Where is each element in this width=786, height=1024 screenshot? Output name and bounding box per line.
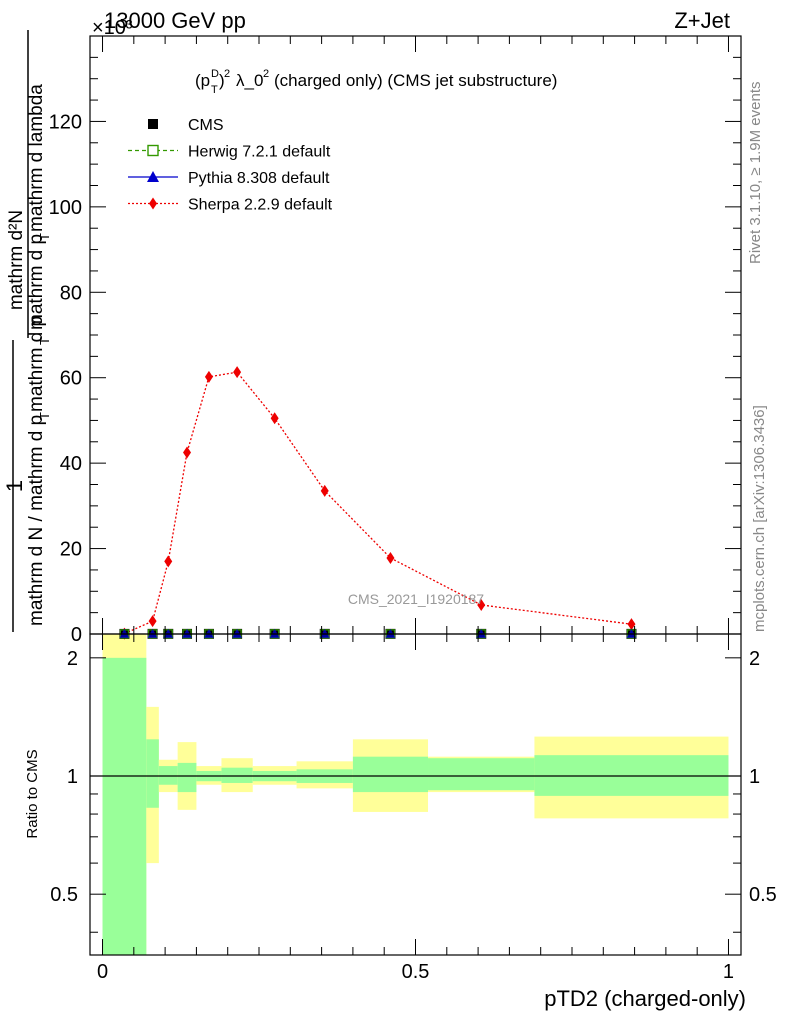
sherpa-point-6 — [270, 412, 279, 425]
sherpa-point-1 — [148, 615, 157, 628]
main-ytick-label-80: 80 — [60, 282, 82, 304]
ratio-inner-band-8 — [352, 756, 429, 793]
sherpa-point-2 — [164, 555, 173, 568]
ylabel-prefix: 1 — [2, 480, 27, 492]
legend-label-2: Pythia 8.308 default — [188, 170, 330, 187]
ylabel-sub-t3: T — [37, 233, 52, 241]
plot-title: (p D T ) 2 λ_0 2 (charged only) (CMS jet… — [195, 68, 557, 96]
xtick-label-0: 0 — [97, 961, 108, 983]
ratio-ytick-label-right-2: 2 — [749, 648, 760, 670]
pythia-point-4 — [203, 628, 214, 638]
ratio-inner-band-9 — [428, 758, 535, 791]
ylabel-denominator-2: mathrm d lambda — [26, 84, 47, 232]
pythia-point-1 — [147, 628, 158, 638]
sherpa-point-5 — [233, 366, 242, 379]
legend-marker-0 — [148, 119, 158, 129]
svg-text:D: D — [211, 68, 219, 80]
pythia-point-9 — [476, 628, 487, 638]
sherpa-point-4 — [204, 370, 213, 383]
legend-marker-2 — [147, 171, 159, 182]
pythia-point-6 — [269, 628, 280, 638]
ylabel-prefix-denominator: mathrm d N / mathrm d p — [26, 415, 47, 626]
xtick-label-0.5: 0.5 — [402, 961, 430, 983]
main-ytick-label-60: 60 — [60, 368, 82, 390]
ratio-ytick-label-1: 1 — [67, 766, 78, 788]
svg-text:T: T — [211, 84, 218, 96]
svg-text:2: 2 — [224, 68, 230, 80]
sherpa-point-3 — [183, 446, 192, 459]
main-ytick-label-120: 120 — [49, 111, 82, 133]
ratio-ytick-label-right-0.5: 0.5 — [749, 884, 777, 906]
ratio-bands — [90, 634, 741, 955]
svg-text:2: 2 — [263, 68, 269, 80]
watermark-label: CMS_2021_I1920187 — [348, 591, 484, 607]
legend-label-1: Herwig 7.2.1 default — [188, 144, 331, 161]
ylabel-prefix-denominator-2: mathrm d p — [26, 316, 47, 412]
legend-marker-3 — [149, 197, 157, 210]
ylabel-sub-t1: T — [37, 412, 52, 420]
pythia-point-8 — [385, 628, 396, 638]
mcplots-label: mcplots.cern.ch [arXiv:1306.3436] — [751, 405, 768, 632]
rivet-label: Rivet 3.1.10, ≥ 1.9M events — [747, 82, 764, 265]
ylabel-sub-t2: T — [37, 337, 52, 345]
legend-label-0: CMS — [188, 117, 224, 134]
legend: CMS Herwig 7.2.1 default Pythia 8.308 defa… — [128, 117, 333, 214]
pythia-point-2 — [163, 628, 174, 638]
header-right-label: Z+Jet — [674, 8, 730, 33]
pythia-point-7 — [319, 628, 330, 638]
ratio-ytick-label-2: 2 — [67, 648, 78, 670]
ratio-y-axis-label: Ratio to CMS — [24, 749, 41, 838]
sherpa-point-9 — [477, 598, 486, 611]
main-ytick-label-40: 40 — [60, 453, 82, 475]
svg-text:(charged only) (CMS jet substr: (charged only) (CMS jet substructure) — [274, 71, 557, 90]
ratio-inner-band-0 — [102, 657, 147, 955]
main-ytick-label-100: 100 — [49, 197, 82, 219]
main-ytick-label-0: 0 — [71, 624, 82, 646]
main-y-axis-label: 1 mathrm d N / mathrm d p T mathrm d p T… — [2, 30, 52, 632]
ratio-ytick-label-0.5: 0.5 — [50, 884, 78, 906]
ratio-inner-band-1 — [146, 739, 159, 808]
svg-text:(p: (p — [195, 71, 210, 90]
sherpa-point-10 — [627, 618, 636, 631]
legend-label-3: Sherpa 2.2.9 default — [188, 197, 333, 214]
ratio-inner-band-5 — [221, 767, 253, 783]
ratio-inner-band-3 — [177, 762, 197, 793]
pythia-point-10 — [626, 628, 637, 638]
exponent-label: ×10³ — [92, 17, 133, 39]
ylabel-numerator: mathrm d²N — [6, 210, 27, 310]
header-left-label: 13000 GeV pp — [104, 8, 246, 33]
xtick-label-1: 1 — [723, 961, 734, 983]
main-ytick-label-20: 20 — [60, 539, 82, 561]
svg-text:λ_0: λ_0 — [236, 71, 263, 90]
ylabel-denominator: mathrm d p — [26, 234, 47, 330]
svg-text:): ) — [219, 71, 225, 90]
pythia-point-3 — [182, 628, 193, 638]
ratio-ytick-label-right-1: 1 — [749, 766, 760, 788]
x-axis-label: pTD2 (charged-only) — [544, 986, 746, 1011]
sherpa-point-7 — [320, 484, 329, 497]
pythia-point-5 — [232, 628, 243, 638]
legend-marker-1 — [147, 144, 159, 157]
sherpa-point-8 — [386, 551, 395, 564]
